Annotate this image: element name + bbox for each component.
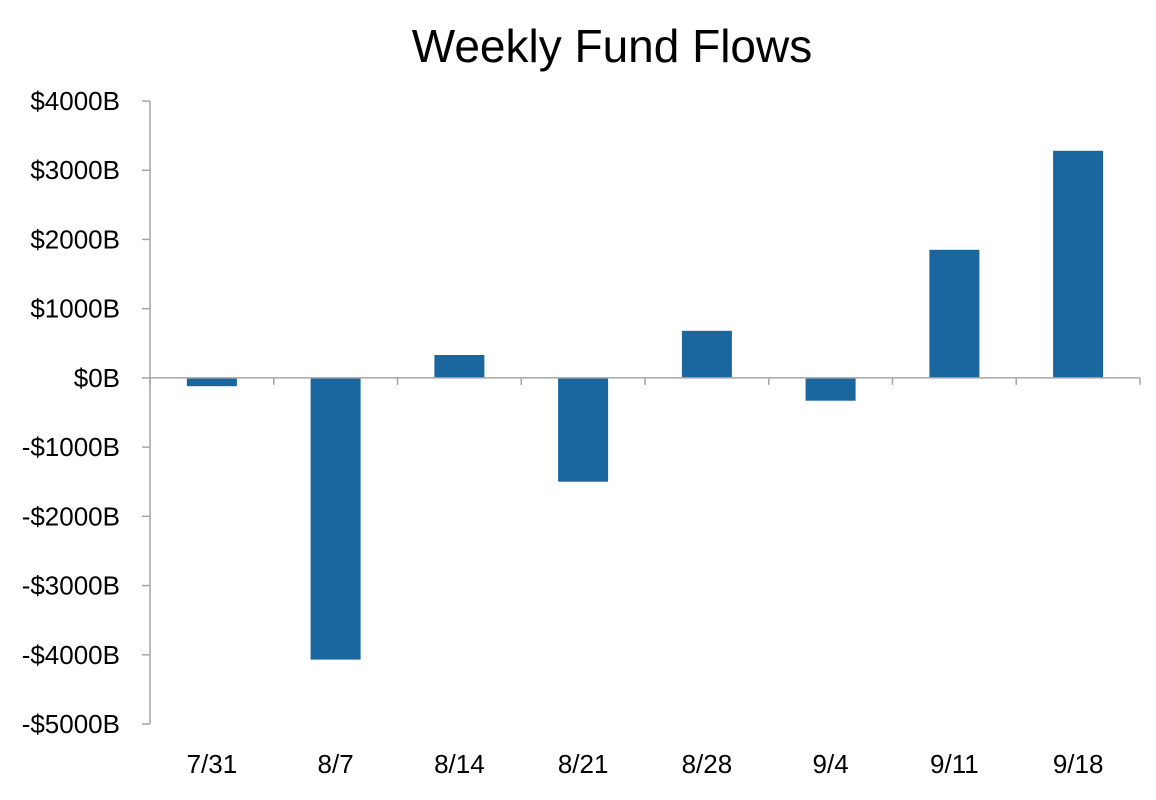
y-tick-label: -$2000B	[22, 501, 120, 531]
x-tick-label: 7/31	[187, 749, 238, 779]
bars-layer	[186, 150, 1104, 660]
y-tick-label: $2000B	[30, 224, 120, 254]
x-tick-label: 8/28	[682, 749, 733, 779]
y-tick-label: $3000B	[30, 155, 120, 185]
bar-9-4	[805, 377, 856, 401]
x-tick-label: 9/18	[1053, 749, 1104, 779]
y-tick-label: -$5000B	[22, 709, 120, 739]
bar-8-28	[681, 330, 732, 378]
axes-layer	[142, 100, 1141, 725]
x-tick-label: 8/7	[318, 749, 354, 779]
x-tick-label: 9/11	[930, 749, 979, 779]
bar-7-31	[186, 377, 237, 387]
bar-8-7	[310, 377, 361, 660]
y-tick-label: -$4000B	[22, 640, 120, 670]
bar-9-18	[1053, 150, 1104, 378]
y-tick-label: -$1000B	[22, 432, 120, 462]
y-tick-label: $1000B	[30, 294, 120, 324]
x-tick-label: 8/21	[558, 749, 609, 779]
labels-layer: $4000B $3000B $2000B $1000B $0B -$1000B -$2000…	[22, 86, 1104, 779]
x-tick-label: 8/14	[434, 749, 485, 779]
chart-title: Weekly Fund Flows	[412, 20, 813, 72]
bar-8-21	[558, 377, 609, 482]
y-tick-label: -$3000B	[22, 571, 120, 601]
y-tick-label: $4000B	[30, 86, 120, 116]
bar-8-14	[434, 355, 485, 378]
y-tick-label: $0B	[74, 363, 120, 393]
x-tick-label: 9/4	[813, 749, 849, 779]
bar-9-11	[929, 249, 980, 378]
